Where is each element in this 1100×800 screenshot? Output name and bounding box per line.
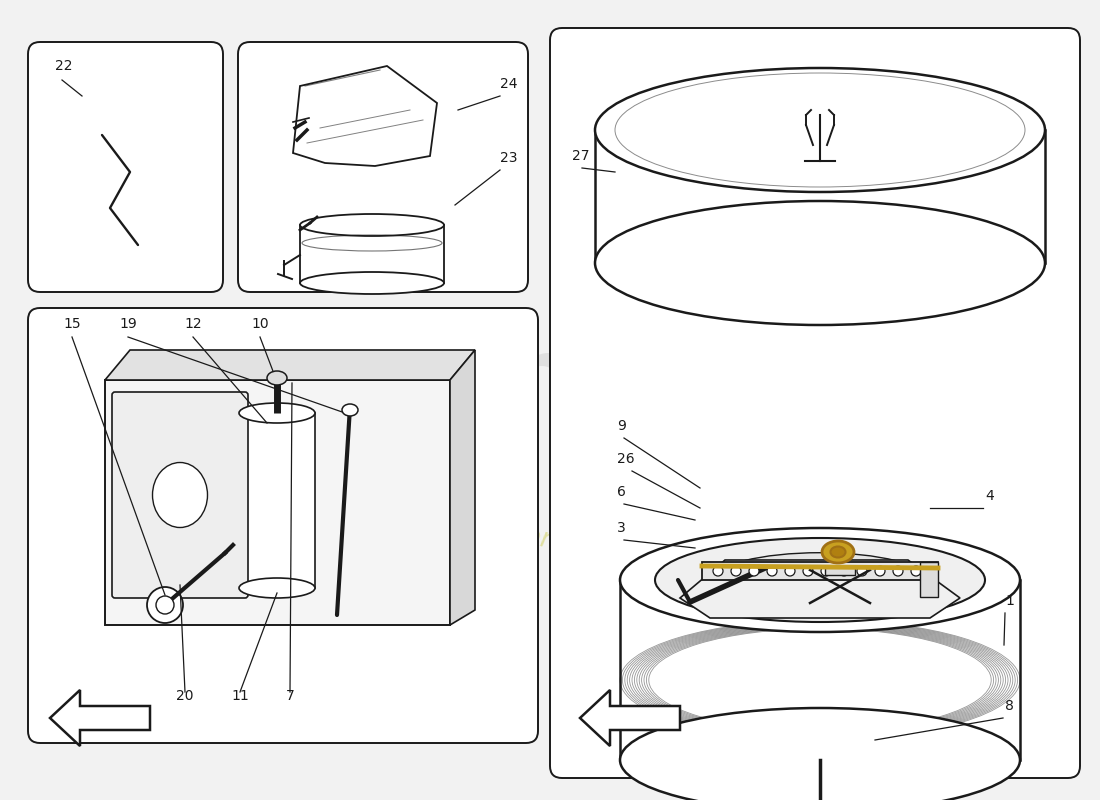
Bar (239, 413, 315, 588)
Circle shape (767, 566, 777, 576)
Polygon shape (680, 560, 960, 618)
FancyBboxPatch shape (238, 42, 528, 292)
Polygon shape (104, 350, 475, 380)
Polygon shape (580, 690, 680, 746)
Ellipse shape (595, 68, 1045, 192)
Text: 11: 11 (231, 689, 249, 703)
Ellipse shape (620, 708, 1020, 800)
Text: 9: 9 (617, 419, 626, 433)
Ellipse shape (342, 404, 358, 416)
Text: 19: 19 (119, 317, 136, 331)
Ellipse shape (713, 553, 927, 607)
Circle shape (857, 566, 867, 576)
Polygon shape (104, 380, 450, 625)
Circle shape (749, 566, 759, 576)
Bar (702, 562, 938, 580)
Ellipse shape (300, 272, 444, 294)
Ellipse shape (239, 578, 315, 598)
Text: 1: 1 (1005, 594, 1014, 608)
Text: 15: 15 (63, 317, 80, 331)
Bar (920, 562, 938, 597)
Circle shape (713, 566, 723, 576)
Text: 12: 12 (184, 317, 201, 331)
Text: 22: 22 (55, 59, 73, 73)
Polygon shape (50, 690, 150, 746)
Ellipse shape (239, 403, 315, 423)
FancyBboxPatch shape (28, 308, 538, 743)
Circle shape (821, 566, 830, 576)
Ellipse shape (300, 214, 444, 236)
Text: 3: 3 (617, 521, 626, 535)
Text: 6: 6 (617, 485, 626, 499)
Text: 26: 26 (617, 452, 635, 466)
Text: 4: 4 (984, 489, 993, 503)
FancyBboxPatch shape (550, 28, 1080, 778)
Ellipse shape (620, 528, 1020, 632)
Circle shape (156, 596, 174, 614)
Ellipse shape (830, 546, 846, 558)
Circle shape (874, 566, 886, 576)
Text: 8: 8 (1005, 699, 1014, 713)
Text: a pasion for pa rts since 1985: a pasion for pa rts since 1985 (446, 506, 835, 614)
Text: 23: 23 (500, 151, 517, 165)
Bar (300, 225, 444, 283)
Ellipse shape (267, 371, 287, 385)
Ellipse shape (822, 541, 854, 563)
Circle shape (147, 587, 183, 623)
Bar (825, 567, 855, 575)
Circle shape (911, 566, 921, 576)
Circle shape (803, 566, 813, 576)
Text: eurospa ces: eurospa ces (370, 334, 1010, 426)
Polygon shape (293, 66, 437, 166)
Text: 20: 20 (176, 689, 194, 703)
Text: 24: 24 (500, 77, 517, 91)
Polygon shape (450, 350, 475, 625)
Ellipse shape (595, 201, 1045, 325)
Text: 10: 10 (251, 317, 268, 331)
Circle shape (839, 566, 849, 576)
Ellipse shape (153, 462, 208, 527)
Circle shape (732, 566, 741, 576)
FancyBboxPatch shape (112, 392, 248, 598)
Text: 7: 7 (286, 689, 295, 703)
FancyBboxPatch shape (28, 42, 223, 292)
Circle shape (785, 566, 795, 576)
Ellipse shape (654, 538, 984, 622)
Text: 27: 27 (572, 149, 590, 163)
Circle shape (893, 566, 903, 576)
